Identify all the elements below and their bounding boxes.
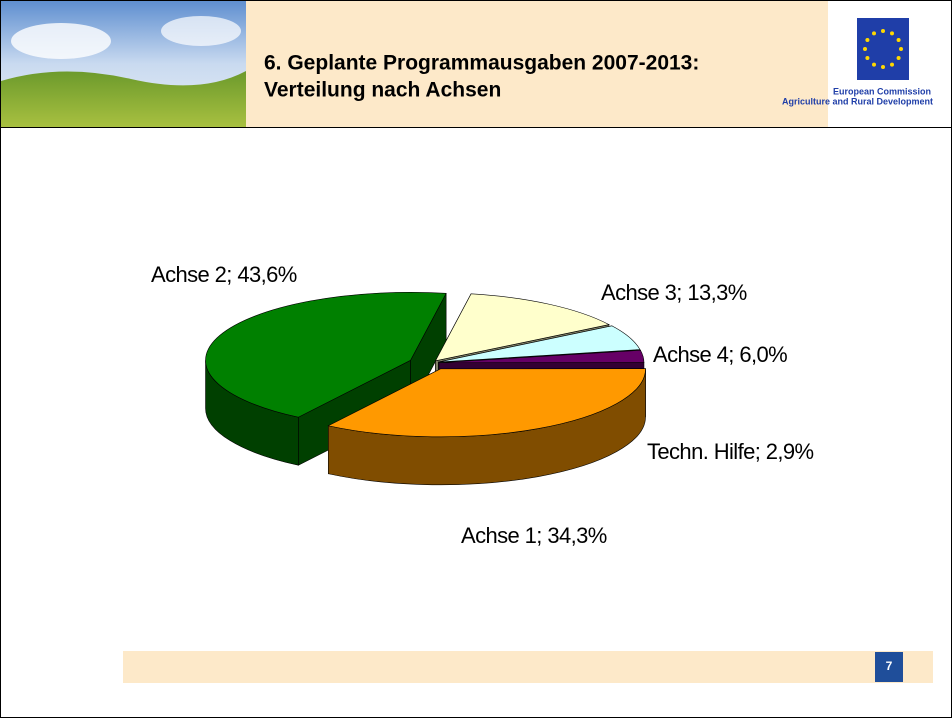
header-title: 6. Geplante Programmausgaben 2007-2013: <box>264 52 699 75</box>
pie-chart <box>206 292 646 485</box>
star <box>863 47 867 51</box>
star <box>890 31 894 35</box>
data-label: Achse 2; 43,6% <box>151 262 297 287</box>
star <box>881 65 885 69</box>
data-label: Achse 3; 13,3% <box>601 280 747 305</box>
slide: 6. Geplante Programmausgaben 2007-2013: … <box>0 0 952 718</box>
star <box>872 63 876 67</box>
header-title: Verteilung nach Achsen <box>264 79 501 102</box>
star <box>897 38 901 42</box>
data-label: Achse 4; 6,0% <box>653 342 787 367</box>
star <box>890 63 894 67</box>
cloud <box>161 16 241 46</box>
data-label: Techn. Hilfe; 2,9% <box>647 439 814 464</box>
star <box>865 56 869 60</box>
star <box>899 47 903 51</box>
logo-text: European Commission <box>833 86 931 96</box>
star <box>865 38 869 42</box>
data-label: Achse 1; 34,3% <box>461 523 607 548</box>
slide-canvas: 6. Geplante Programmausgaben 2007-2013: … <box>1 1 951 717</box>
star <box>897 56 901 60</box>
cloud <box>11 23 111 59</box>
star <box>872 31 876 35</box>
logo-text: Agriculture and Rural Development <box>782 96 933 106</box>
footer-band <box>123 651 933 683</box>
page-number: 7 <box>886 659 893 673</box>
star <box>881 29 885 33</box>
